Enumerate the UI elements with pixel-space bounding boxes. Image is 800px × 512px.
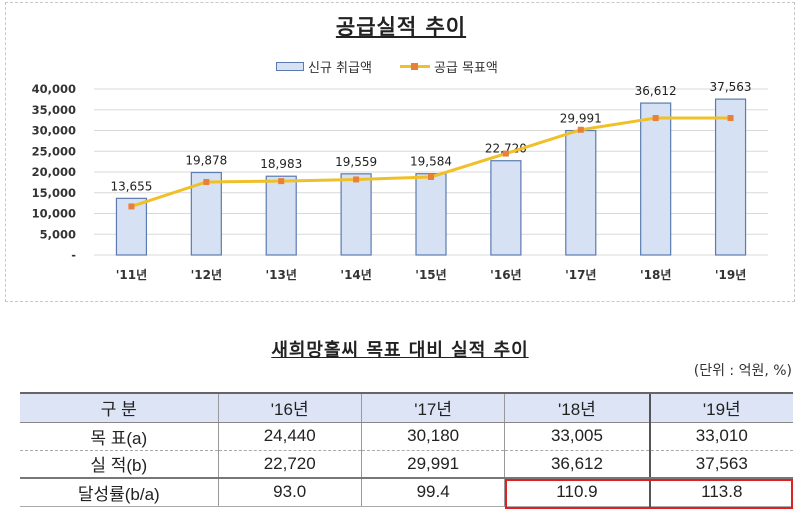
bar-data-label: 29,991 <box>560 112 602 126</box>
cell-value: 33,005 <box>504 422 650 451</box>
x-tick-label: '15년 <box>415 268 446 282</box>
row-label: 실 적(b) <box>20 450 218 479</box>
table-row: 목 표(a) 24,440 30,180 33,005 33,010 <box>20 422 793 451</box>
table-row: 실 적(b) 22,720 29,991 36,612 37,563 <box>20 450 793 479</box>
cell-value-highlighted: 113.8 <box>648 478 793 507</box>
bar-legend-swatch-icon <box>276 62 304 71</box>
chart-plot: - 5,000 10,000 15,000 20,000 25,000 30,000 35,0… <box>32 80 768 282</box>
x-tick-label: '11년 <box>116 268 147 282</box>
header-2016: '16년 <box>217 392 362 423</box>
x-tick-label: '14년 <box>340 268 371 282</box>
bar-data-label: 19,559 <box>335 155 377 169</box>
bar <box>340 173 372 256</box>
bar-data-label: 36,612 <box>635 84 677 98</box>
cell-value: 29,991 <box>360 450 505 479</box>
bar-legend-label: 신규 취급액 <box>308 61 372 76</box>
bar <box>490 160 522 256</box>
chart-legend: 신규 취급액 공급 목표액 <box>276 57 498 76</box>
line-marker <box>727 115 734 122</box>
bar-data-label: 19,878 <box>185 154 227 168</box>
chart-container: 공급실적 추이 신규 취급액 공급 목표액 - 5,000 10,000 15,000… <box>5 2 795 302</box>
bar <box>415 173 447 256</box>
row-label: 목 표(a) <box>20 422 218 451</box>
bar-data-label: 13,655 <box>110 179 152 193</box>
header-2018: '18년 <box>504 392 650 423</box>
cell-value: 30,180 <box>360 422 505 451</box>
unit-note: (단위 : 억원, %) <box>693 363 792 379</box>
bar-data-label: 37,563 <box>710 80 752 94</box>
y-tick-label: 15,000 <box>32 186 76 200</box>
y-tick-label: 35,000 <box>32 103 76 117</box>
cell-value: 37,563 <box>648 450 793 479</box>
line-marker <box>353 176 360 183</box>
line-marker <box>203 178 210 185</box>
table-row: 달성률(b/a) 93.0 99.4 110.9 113.8 <box>20 478 793 507</box>
cell-value: 99.4 <box>360 478 505 507</box>
y-tick-label: 5,000 <box>40 227 76 241</box>
x-tick-label: '18년 <box>640 268 671 282</box>
table-title: 새희망홀씨 목표 대비 실적 추이 <box>271 340 529 361</box>
x-tick-label: '13년 <box>266 268 297 282</box>
cell-value: 36,612 <box>504 450 650 479</box>
x-tick-label: '16년 <box>490 268 521 282</box>
bar-data-label: 22,720 <box>485 142 527 156</box>
bar <box>565 129 597 256</box>
bar <box>190 171 222 256</box>
x-tick-label: '19년 <box>715 268 746 282</box>
summary-table: 구 분 '16년 '17년 '18년 '19년 목 표(a) 24,440 30… <box>20 392 793 507</box>
line-legend-marker-icon <box>399 63 430 70</box>
row-label: 달성률(b/a) <box>20 478 218 507</box>
bar <box>714 98 747 256</box>
header-2017: '17년 <box>360 392 505 423</box>
y-tick-label: 25,000 <box>32 144 76 158</box>
y-tick-label: 40,000 <box>32 82 76 96</box>
y-tick-label: 20,000 <box>32 165 76 179</box>
line-marker <box>128 203 135 210</box>
y-tick-label: 10,000 <box>32 207 76 221</box>
line-marker <box>577 126 584 133</box>
cell-value: 93.0 <box>217 478 362 507</box>
cell-value: 24,440 <box>217 422 362 451</box>
y-tick-label: - <box>71 248 76 262</box>
cell-value: 22,720 <box>217 450 362 479</box>
table-header-row: 구 분 '16년 '17년 '18년 '19년 <box>20 392 793 423</box>
bar-data-label: 19,584 <box>410 155 452 169</box>
header-category: 구 분 <box>20 392 218 423</box>
x-tick-label: '17년 <box>565 268 596 282</box>
line-marker <box>652 115 659 122</box>
cell-value: 33,010 <box>648 422 793 451</box>
line-legend-label: 공급 목표액 <box>433 61 498 76</box>
line-marker <box>428 173 434 180</box>
line-marker <box>502 150 509 157</box>
x-tick-label: '12년 <box>191 268 222 282</box>
bar <box>265 175 297 256</box>
y-tick-label: 30,000 <box>32 124 76 138</box>
bar-data-label: 18,983 <box>260 157 302 171</box>
bar <box>640 102 672 256</box>
chart-title: 공급실적 추이 <box>335 15 467 39</box>
header-2019: '19년 <box>648 392 793 423</box>
line-marker <box>278 178 285 185</box>
cell-value-highlighted: 110.9 <box>504 478 650 507</box>
